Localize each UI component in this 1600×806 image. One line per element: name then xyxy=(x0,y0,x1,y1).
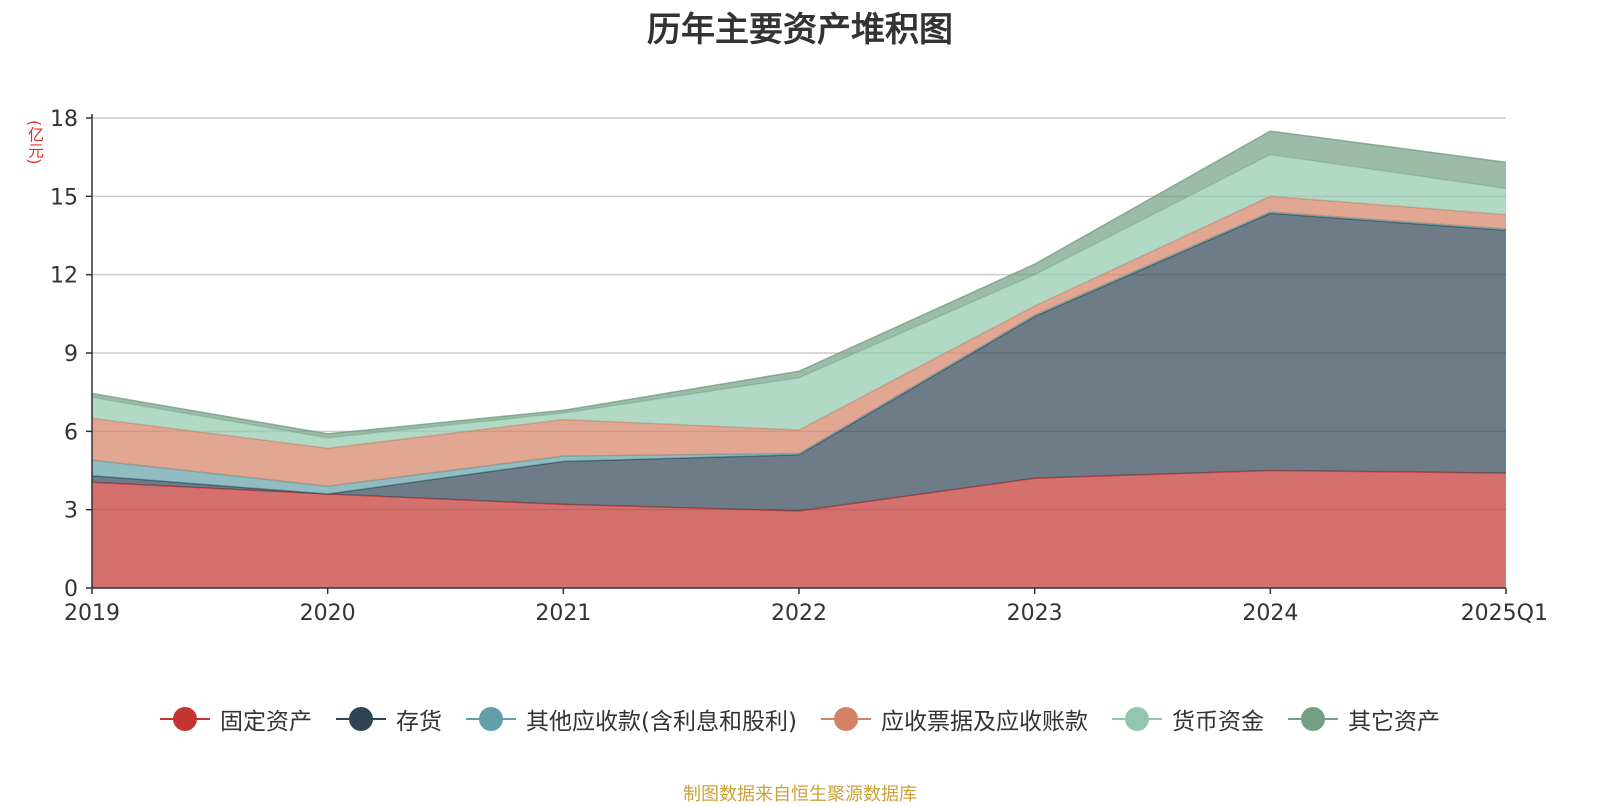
legend-item-4[interactable]: 货币资金 xyxy=(1111,702,1264,736)
axes: 0 3 6 9 12 15 18 2019 2020 2021 2022 2023 2024 2025Q1 xyxy=(50,107,1548,626)
x-tick-label: 2024 xyxy=(1242,601,1298,626)
chart-title: 历年主要资产堆积图 xyxy=(647,10,953,50)
legend-item-2[interactable]: 其他应收款(含利息和股利) xyxy=(466,702,797,736)
x-tick-label: 2021 xyxy=(535,601,591,626)
x-tick-label: 2023 xyxy=(1007,601,1063,626)
area-top-line-5 xyxy=(91,130,1507,435)
y-tick-label: 9 xyxy=(64,342,78,367)
y-tick-label: 3 xyxy=(64,499,78,524)
y-tick-label: 6 xyxy=(64,420,78,445)
data-source-footer: 制图数据来自恒生聚源数据库 xyxy=(683,784,917,805)
legend-label: 固定资产 xyxy=(220,709,313,735)
legend-marker-icon xyxy=(1111,707,1162,731)
area-4 xyxy=(92,154,1506,449)
area-series xyxy=(91,130,1507,588)
legend-marker-icon xyxy=(820,707,871,731)
legend-label: 其它资产 xyxy=(1347,709,1440,735)
x-tick-label: 2019 xyxy=(64,601,120,626)
legend-label: 其他应收款(含利息和股利) xyxy=(526,709,797,735)
legend-marker-icon xyxy=(336,707,387,731)
legend-marker-icon xyxy=(1287,707,1338,731)
x-tick-label: 2025Q1 xyxy=(1461,601,1548,626)
legend-item-3[interactable]: 应收票据及应收账款 xyxy=(820,702,1088,736)
legend-marker-icon xyxy=(466,707,517,731)
y-tick-label: 15 xyxy=(50,185,78,210)
y-tick-label: 18 xyxy=(50,107,78,132)
y-tick-label: 12 xyxy=(50,264,78,289)
legend-item-1[interactable]: 存货 xyxy=(336,702,442,736)
legend-label: 存货 xyxy=(396,709,443,735)
y-tick-label: 0 xyxy=(64,577,78,602)
y-axis-unit: (亿元) xyxy=(25,120,44,165)
legend-label: 货币资金 xyxy=(1171,709,1264,735)
legend: 固定资产 存货 其他应收款(含利息和股利) 应收票据及应收账款 货币资金 其它资产 xyxy=(0,702,1600,736)
legend-label: 应收票据及应收账款 xyxy=(880,709,1088,735)
area-3 xyxy=(92,196,1506,487)
legend-item-0[interactable]: 固定资产 xyxy=(160,702,312,736)
area-1 xyxy=(92,213,1506,512)
x-tick-label: 2020 xyxy=(300,601,356,626)
legend-item-5[interactable]: 其它资产 xyxy=(1287,702,1440,736)
area-5 xyxy=(92,131,1506,438)
x-tick-label: 2022 xyxy=(771,601,827,626)
legend-marker-icon xyxy=(160,707,211,731)
